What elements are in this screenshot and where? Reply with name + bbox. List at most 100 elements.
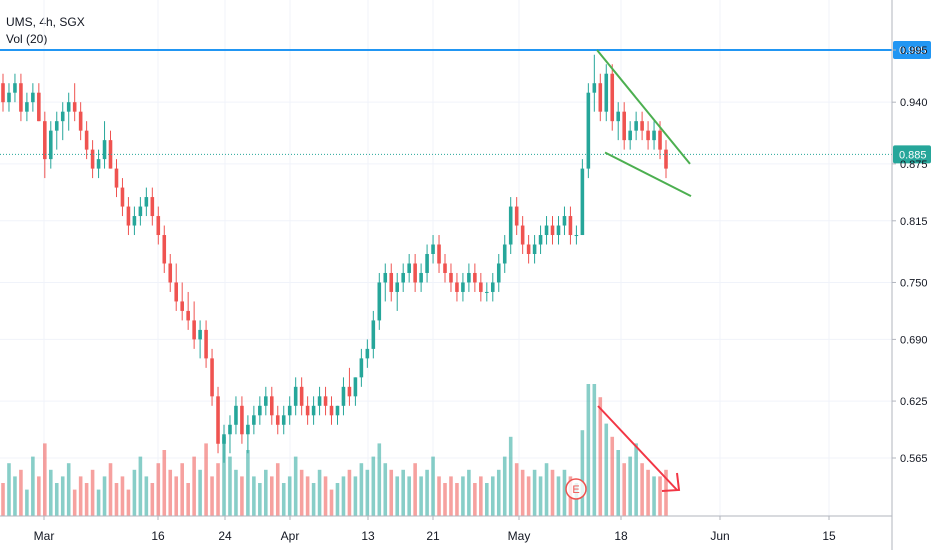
volume-bar [132,469,137,516]
time-tick-label: May [508,529,531,543]
candle-body [234,405,238,425]
candle-body [162,235,167,264]
price-label-badge [893,41,931,59]
candle-body [353,377,358,397]
candle-body [383,272,388,283]
candle-body [72,102,77,112]
candle-body [443,263,447,273]
volume-bar [162,450,167,516]
time-tick-label: Jun [710,529,729,543]
volume-bar [25,489,29,516]
price-tick-label: 0.875 [900,159,928,171]
candle-body [329,405,334,416]
price-label-value: 0.995 [899,45,927,57]
time-tick-label: 16 [151,529,165,543]
candle-body [616,111,621,122]
price-axis[interactable]: 0.995 0.940 0.875 0.815 0.750 0.690 0.625 0.565 [891,0,928,550]
volume-bar [371,456,376,516]
candle-body [538,235,543,245]
price-tick-label: 0.750 [900,277,928,289]
candle-body [299,386,304,406]
price-tick-label: 0.625 [900,396,928,408]
candle-body [311,405,316,416]
candle-body [43,121,47,160]
candle-body [604,73,609,112]
volume-bar [383,463,388,516]
price-tick-label: 0.815 [900,216,928,228]
volume-bar [43,443,47,516]
volume-bar [281,483,286,516]
volume-bar [431,456,435,516]
volume-bar [108,463,113,516]
candle-body [526,244,531,254]
volume-bar [604,423,609,516]
candle-body [102,140,107,160]
candle-body [592,83,597,93]
candle-body [7,92,11,103]
volume-bar [90,469,95,516]
candle-body [341,386,346,406]
price-levels: 0.995 0.885 [0,41,931,164]
volume-bar [562,469,567,516]
volume-bar [114,483,119,516]
chart-legend: UMS, 4h, SGX Vol (20) [6,14,85,48]
candle-body [180,301,184,311]
volume-bar [54,483,59,516]
volume-bar [479,476,483,516]
candle-body [598,83,603,112]
time-tick-label: 21 [426,529,440,543]
candle-body [496,263,501,283]
candle-body [407,263,411,273]
volume-bar [269,476,274,516]
earnings-label: E [572,484,579,496]
volume-bar [580,430,585,516]
volume-bar [150,483,155,516]
candle-body [228,424,232,435]
volume-bar [550,469,555,516]
volume-bar [317,469,322,516]
volume-bar [622,463,626,516]
volume-bar [359,463,364,516]
price-label-badge [893,145,931,164]
volume-bar [198,469,202,516]
price-tick-label: 0.690 [900,334,928,346]
candle-body [461,282,465,292]
time-tick-label: 18 [614,529,628,543]
candle-body [25,102,29,112]
candle-body [628,130,632,141]
candle-body [210,358,214,397]
candle-body [37,92,41,122]
volume-bar [168,469,173,516]
volume-bar [252,476,256,516]
time-axis[interactable]: Mar 16 24 Apr 13 21 May 18 Jun 15 [0,515,892,543]
candle-body [192,320,196,340]
candle-body [258,405,262,416]
candle-body [401,272,405,283]
candle-body [556,225,561,236]
volume-bar [341,476,346,516]
candle-body [240,405,244,435]
candle-body [78,111,83,131]
candle-body [550,225,555,236]
volume-bar [592,384,597,516]
candle-body [275,415,280,425]
volume-bar [19,469,23,516]
volume-bar [192,456,196,516]
volume-bar [216,463,220,516]
volume-bar [31,456,35,516]
symbol-title: UMS, 4h, SGX [6,15,85,29]
volume-bar [7,463,11,516]
candle-body [90,149,95,169]
volume-trend-arrow [597,405,678,491]
volume-bar [66,463,71,516]
candle-body [568,216,573,236]
volume-bar [520,469,525,516]
volume-bar [287,476,292,516]
volume-bar [389,469,394,516]
time-tick-label: 13 [361,529,375,543]
candlesticks [1,54,668,463]
candle-body [502,244,507,264]
volume-bar [473,483,477,516]
